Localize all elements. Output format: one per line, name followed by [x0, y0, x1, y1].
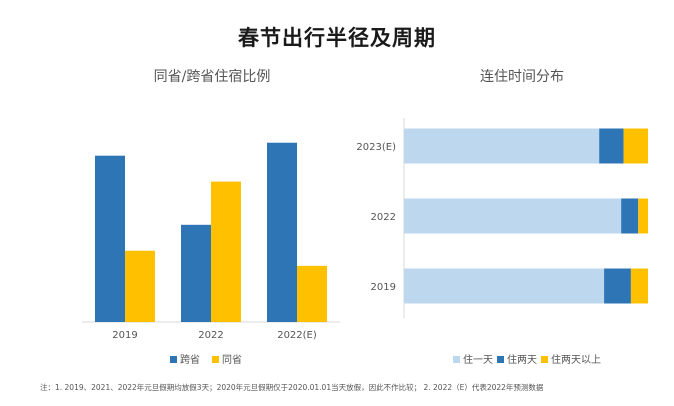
y-tick-label: 2022: [371, 212, 396, 223]
bar-同省-2022: [211, 181, 241, 322]
bar-跨省-2019: [95, 155, 125, 322]
legend-swatch-住一天: [453, 356, 460, 363]
y-tick-label: 2023(E): [356, 142, 396, 153]
bar-同省-2022(E): [297, 265, 327, 322]
page-title: 春节出行半径及周期: [238, 26, 436, 50]
legend-label: 住两天: [507, 353, 537, 366]
bar-住一天-2019: [404, 268, 605, 304]
bar-住一天-2023(E): [404, 128, 600, 164]
x-tick-label: 2019: [112, 330, 137, 341]
bar-住两天以上-2023(E): [623, 128, 648, 164]
legend-label: 跨省: [180, 353, 200, 366]
bar-同省-2019: [125, 250, 155, 322]
legend-swatch-同省: [212, 356, 219, 363]
legend-swatch-跨省: [170, 356, 177, 363]
legend-label: 住一天: [463, 353, 493, 366]
bar-住两天以上-2019: [630, 268, 648, 304]
x-tick-label: 2022: [198, 330, 223, 341]
legend-swatch-住两天: [497, 356, 504, 363]
bar-住两天-2019: [604, 268, 631, 304]
x-tick-label: 2022(E): [277, 330, 317, 341]
bar-住两天-2023(E): [599, 128, 624, 164]
left-chart-title: 同省/跨省住宿比例: [153, 69, 271, 85]
right-chart-title: 连住时间分布: [480, 69, 564, 85]
bar-跨省-2022: [181, 224, 211, 322]
bar-住两天以上-2022: [638, 198, 648, 234]
legend-label: 住两天以上: [551, 353, 601, 366]
bar-住一天-2022: [404, 198, 622, 234]
legend-label: 同省: [222, 353, 242, 366]
bar-跨省-2022(E): [267, 142, 297, 322]
bar-住两天-2022: [621, 198, 639, 234]
footnote: 注：1. 2019、2021、2022年元旦假期均放假3天；2020年元旦假期仅…: [40, 383, 544, 392]
y-tick-label: 2019: [371, 282, 396, 293]
legend-swatch-住两天以上: [541, 356, 548, 363]
